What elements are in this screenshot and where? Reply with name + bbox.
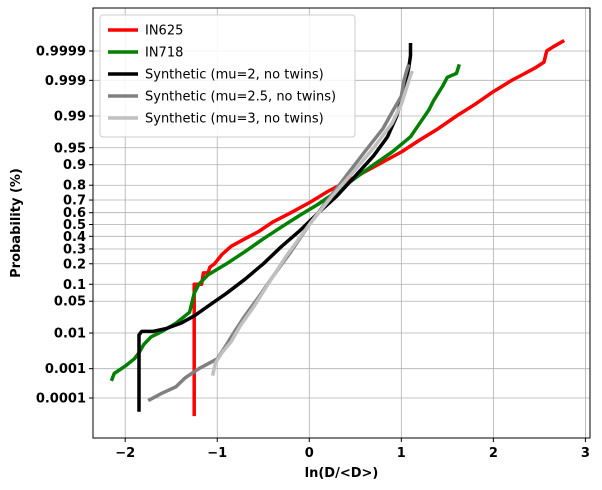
legend-entry: Synthetic (mu=2, no twins) bbox=[145, 68, 324, 83]
y-tick-label: 0.05 bbox=[54, 295, 86, 310]
y-tick-label: 0.95 bbox=[54, 141, 86, 156]
series-line-1 bbox=[192, 38, 566, 417]
y-tick-label: 0.4 bbox=[63, 230, 86, 245]
legend-entry: IN718 bbox=[145, 46, 183, 61]
y-tick-label: 0.1 bbox=[63, 278, 86, 293]
y-tick-label: 0.8 bbox=[63, 179, 86, 194]
legend-entry: IN625 bbox=[145, 24, 183, 39]
y-tick-label: 0.6 bbox=[63, 206, 86, 221]
plot-frame bbox=[92, 7, 591, 439]
y-tick-label: 0.7 bbox=[63, 194, 86, 209]
x-tick-label: −2 bbox=[115, 446, 135, 461]
y-tick-label: 0.99 bbox=[54, 109, 86, 124]
y-axis-label: Probability (%) bbox=[9, 168, 24, 278]
x-tick-label: 3 bbox=[581, 446, 590, 461]
x-axis-ticks: −2 −1 0 1 2 3 bbox=[115, 438, 590, 461]
y-tick-label: 0.999 bbox=[45, 74, 86, 89]
x-tick-label: 1 bbox=[397, 446, 406, 461]
x-tick-label: 0 bbox=[305, 446, 314, 461]
y-tick-label: 0.9 bbox=[63, 158, 86, 173]
x-tick-label: −1 bbox=[207, 446, 227, 461]
y-tick-label: 0.0001 bbox=[36, 392, 86, 407]
x-tick-label: 2 bbox=[489, 446, 498, 461]
y-tick-label: 0.5 bbox=[63, 218, 86, 233]
series-line-5 bbox=[210, 70, 415, 376]
y-tick-label: 0.01 bbox=[54, 327, 86, 342]
y-tick-label: 0.001 bbox=[45, 362, 86, 377]
series-line-2 bbox=[109, 63, 461, 382]
x-axis-label: ln(D/<D>) bbox=[305, 466, 379, 481]
legend-entry: Synthetic (mu=3, no twins) bbox=[145, 112, 324, 127]
y-axis-ticks: 0.9999 0.999 0.99 0.95 0.9 0.80.70.60.50.40.3… bbox=[36, 45, 93, 407]
y-tick-label: 0.2 bbox=[63, 257, 86, 272]
legend-entry: Synthetic (mu=2.5, no twins) bbox=[145, 90, 336, 105]
y-tick-label: 0.9999 bbox=[36, 45, 86, 60]
legend-box bbox=[99, 14, 356, 138]
series-layer bbox=[109, 38, 566, 417]
y-tick-label: 0.3 bbox=[63, 242, 86, 257]
grid-lines bbox=[93, 8, 590, 438]
legend: IN625 IN718 Synthetic (mu=2, no twins) Synt… bbox=[99, 14, 356, 138]
